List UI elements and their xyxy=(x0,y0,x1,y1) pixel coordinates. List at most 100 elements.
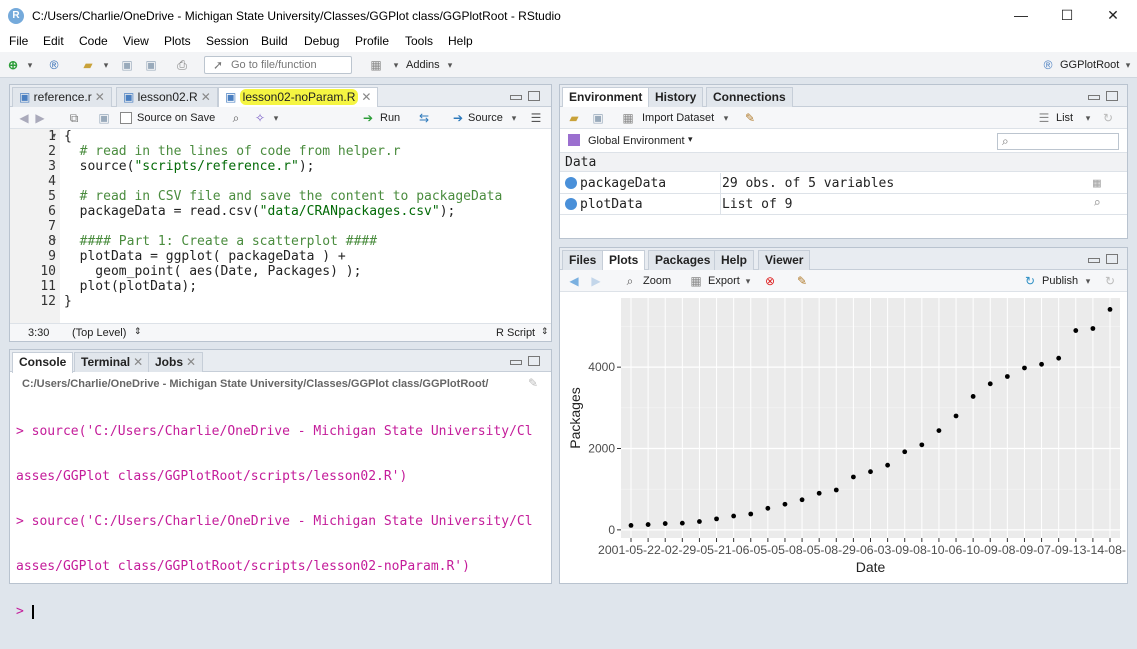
source-on-save-checkbox[interactable] xyxy=(120,112,132,124)
tab-reference-r[interactable]: ▣ reference.r ✕ xyxy=(12,87,112,107)
save-icon[interactable]: ▣ xyxy=(121,58,133,72)
expand-circle-icon[interactable] xyxy=(565,177,577,189)
menu-edit[interactable]: Edit xyxy=(43,34,64,48)
fold-icon[interactable]: ▾ xyxy=(52,131,57,140)
chevron-down-icon[interactable]: ▾ xyxy=(27,60,33,70)
tab-lesson02-r[interactable]: ▣ lesson02.R ✕ xyxy=(116,87,218,107)
maximize-pane-icon[interactable] xyxy=(1106,254,1118,264)
working-directory-path[interactable]: C:/Users/Charlie/OneDrive - Michigan Sta… xyxy=(22,378,489,390)
broom-icon[interactable]: ✎ xyxy=(744,111,756,125)
open-folder-icon[interactable]: ▰ xyxy=(83,58,93,72)
menu-code[interactable]: Code xyxy=(79,34,108,48)
broom-icon[interactable]: ✎ xyxy=(528,376,539,390)
magic-wand-icon[interactable]: ✧ xyxy=(254,111,266,125)
chevron-down-icon[interactable]: ▾ xyxy=(103,60,109,70)
menu-plots[interactable]: Plots xyxy=(164,34,191,48)
console-prompt[interactable]: > xyxy=(16,604,533,619)
menu-tools[interactable]: Tools xyxy=(405,34,434,48)
new-project-icon[interactable]: ® xyxy=(49,58,59,72)
close-tab-icon[interactable]: ✕ xyxy=(200,90,211,104)
back-arrow-icon[interactable]: ◀ xyxy=(19,111,29,125)
tab-plots[interactable]: Plots xyxy=(602,250,646,271)
tab-viewer[interactable]: Viewer xyxy=(758,250,811,270)
tab-packages[interactable]: Packages xyxy=(648,250,718,270)
chevron-down-icon[interactable]: ▾ xyxy=(447,60,453,70)
tab-environment[interactable]: Environment xyxy=(562,87,650,108)
tab-connections[interactable]: Connections xyxy=(706,87,793,107)
maximize-pane-icon[interactable] xyxy=(528,356,540,366)
file-type-selector[interactable]: R Script xyxy=(496,327,536,339)
new-file-icon[interactable]: ⊕ xyxy=(7,58,19,72)
zoom-button[interactable]: Zoom xyxy=(643,275,672,287)
menu-build[interactable]: Build xyxy=(261,34,288,48)
tab-console[interactable]: Console xyxy=(12,352,74,373)
tab-help[interactable]: Help xyxy=(714,250,755,270)
publish-button[interactable]: Publish xyxy=(1042,275,1079,287)
show-in-window-icon[interactable]: ⧉ xyxy=(69,111,79,125)
forward-arrow-icon[interactable]: ▶ xyxy=(35,111,45,125)
search-icon[interactable]: ⌕ xyxy=(1093,196,1101,211)
outline-icon[interactable]: ☰ xyxy=(530,111,542,125)
remove-plot-icon[interactable]: ⊗ xyxy=(764,274,776,288)
minimize-pane-icon[interactable] xyxy=(1088,258,1100,263)
previous-plot-icon[interactable]: ◀ xyxy=(569,274,579,288)
project-menu-button[interactable]: GGPlotRoot xyxy=(1060,59,1120,71)
environment-search-input[interactable]: ⌕ xyxy=(997,133,1119,150)
close-tab-icon[interactable]: ✕ xyxy=(361,90,372,104)
tab-files[interactable]: Files xyxy=(562,250,604,270)
minimize-pane-icon[interactable] xyxy=(510,360,522,365)
chevron-down-icon[interactable]: ▾ xyxy=(1125,60,1131,70)
close-tab-icon[interactable]: ✕ xyxy=(186,355,197,369)
chevron-down-icon[interactable]: ▾ xyxy=(688,134,693,144)
close-button[interactable]: ✕ xyxy=(1107,7,1119,23)
menu-session[interactable]: Session xyxy=(206,34,249,48)
list-view-selector[interactable]: List xyxy=(1056,112,1074,124)
maximize-pane-icon[interactable] xyxy=(1106,91,1118,101)
environment-row[interactable]: packageData 29 obs. of 5 variables ▦ xyxy=(560,173,1127,194)
next-plot-icon[interactable]: ▶ xyxy=(591,274,601,288)
chevron-down-icon[interactable]: ▾ xyxy=(745,276,751,286)
environment-row[interactable]: plotData List of 9 ⌕ xyxy=(560,194,1127,215)
chevron-down-icon[interactable]: ▾ xyxy=(393,60,399,70)
close-tab-icon[interactable]: ✕ xyxy=(133,355,144,369)
save-icon[interactable]: ▣ xyxy=(98,111,110,125)
tab-terminal[interactable]: Terminal ✕ xyxy=(74,352,151,372)
refresh-icon[interactable]: ↻ xyxy=(1104,274,1116,288)
search-icon[interactable]: ⌕ xyxy=(232,111,240,125)
tab-jobs[interactable]: Jobs ✕ xyxy=(148,352,204,372)
print-icon[interactable]: ⎙ xyxy=(177,58,187,72)
maximize-button[interactable]: ☐ xyxy=(1060,7,1074,23)
layout-grid-icon[interactable]: ▦ xyxy=(370,58,382,72)
maximize-pane-icon[interactable] xyxy=(528,91,540,101)
rerun-icon[interactable]: ⇆ xyxy=(418,111,430,125)
global-environment-selector[interactable]: Global Environment xyxy=(588,135,685,147)
view-table-icon[interactable]: ▦ xyxy=(1093,176,1101,191)
go-to-file-input[interactable]: Go to file/function xyxy=(204,56,352,74)
chevron-down-icon[interactable]: ▾ xyxy=(273,113,279,123)
run-button[interactable]: Run xyxy=(380,112,401,124)
refresh-icon[interactable]: ↻ xyxy=(1102,111,1114,125)
save-all-icon[interactable]: ▣ xyxy=(145,58,157,72)
source-button[interactable]: Source xyxy=(468,112,503,124)
chevron-down-icon[interactable]: ▾ xyxy=(1085,276,1091,286)
close-tab-icon[interactable]: ✕ xyxy=(94,90,105,104)
expand-circle-icon[interactable] xyxy=(565,198,577,210)
scope-selector[interactable]: (Top Level) xyxy=(72,327,127,339)
addins-button[interactable]: Addins xyxy=(406,59,440,71)
console-output[interactable]: > source('C:/Users/Charlie/OneDrive - Mi… xyxy=(16,394,533,649)
chevron-down-icon[interactable]: ▾ xyxy=(511,113,517,123)
save-icon[interactable]: ▣ xyxy=(592,111,604,125)
minimize-pane-icon[interactable] xyxy=(1088,95,1100,100)
export-button[interactable]: Export xyxy=(708,275,740,287)
broom-icon[interactable]: ✎ xyxy=(796,274,808,288)
menu-help[interactable]: Help xyxy=(448,34,473,48)
load-workspace-icon[interactable]: ▰ xyxy=(569,111,579,125)
menu-file[interactable]: File xyxy=(9,34,29,48)
menu-view[interactable]: View xyxy=(123,34,149,48)
menu-profile[interactable]: Profile xyxy=(355,34,390,48)
minimize-button[interactable]: — xyxy=(1014,7,1028,23)
tab-history[interactable]: History xyxy=(648,87,704,107)
fold-icon[interactable]: ▾ xyxy=(52,236,57,245)
chevron-down-icon[interactable]: ▾ xyxy=(1085,113,1091,123)
minimize-pane-icon[interactable] xyxy=(510,95,522,100)
